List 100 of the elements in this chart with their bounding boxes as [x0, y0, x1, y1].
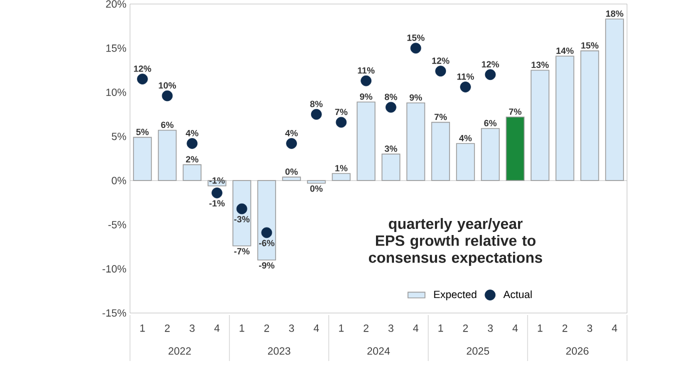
bar — [580, 50, 600, 181]
x-tick-label: 1 — [240, 324, 244, 332]
data-label: 13% — [532, 62, 549, 68]
data-label: 14% — [556, 48, 574, 54]
x-tick-label: 1 — [140, 324, 145, 332]
x-tick-label: 2 — [264, 324, 270, 332]
text: 2024 — [367, 347, 390, 355]
text: 2022 — [168, 347, 191, 355]
data-label: 8% — [384, 94, 398, 100]
x-tick-label: 2 — [164, 324, 170, 332]
x-tick-label: 1 — [438, 324, 444, 332]
x-tick-label: 3 — [488, 324, 493, 332]
point — [460, 82, 471, 92]
bar — [556, 56, 574, 181]
y-tick-label: -15% — [102, 309, 126, 317]
bar — [480, 128, 500, 181]
y-tick-label: 5% — [112, 132, 126, 140]
data-label: 0% — [310, 185, 323, 192]
x-tick-label: 1 — [538, 324, 542, 332]
point — [137, 74, 148, 84]
bar — [406, 102, 426, 181]
point — [286, 138, 297, 149]
x-tick-label: 4 — [413, 324, 418, 332]
point — [410, 42, 422, 54]
bar — [506, 116, 525, 181]
data-label: 4% — [285, 130, 298, 136]
legend-label: Expected — [434, 290, 476, 300]
data-label: 0% — [285, 168, 298, 175]
point — [435, 66, 446, 76]
y-tick-label: -10% — [102, 265, 126, 273]
data-label: -1% — [209, 200, 225, 206]
point — [310, 108, 322, 120]
bar — [158, 130, 177, 181]
data-label: 10% — [158, 82, 176, 89]
x-tick-label: 3 — [190, 324, 195, 332]
legend-label: Actual — [503, 290, 532, 298]
text: 2025 — [466, 347, 490, 355]
x-tick-label: 2 — [562, 324, 568, 332]
x-tick-label: 2 — [364, 324, 368, 332]
x-tick-label: 3 — [289, 324, 294, 332]
data-label: 7% — [335, 108, 348, 116]
data-label: 5% — [136, 128, 149, 136]
data-label: 11% — [457, 73, 474, 80]
bar — [182, 164, 202, 181]
bar — [133, 136, 152, 181]
point — [360, 75, 372, 86]
data-label: 4% — [459, 134, 472, 142]
y-tick-label: 10% — [106, 88, 126, 96]
point — [186, 138, 198, 149]
point — [336, 116, 347, 128]
x-tick-label: 3 — [587, 324, 592, 332]
x-tick-label: 4 — [314, 324, 319, 332]
data-label: 15% — [407, 34, 425, 41]
data-label: -1% — [209, 177, 225, 184]
point — [162, 90, 173, 102]
bar — [605, 18, 624, 181]
y-tick-label: 15% — [106, 44, 126, 52]
y-tick-label: -5% — [108, 221, 126, 228]
x-tick-label: 4 — [612, 324, 618, 332]
y-tick-label: 0% — [112, 176, 126, 184]
x-tick-label: 2 — [463, 324, 468, 332]
bar — [431, 122, 450, 181]
data-label: -9% — [259, 262, 274, 269]
bar — [232, 180, 252, 246]
data-label: -7% — [234, 248, 250, 254]
data-label: 8% — [310, 100, 323, 108]
data-label: 18% — [606, 10, 624, 17]
bar — [257, 180, 276, 260]
data-label: 1% — [335, 165, 348, 172]
data-label: 2% — [186, 156, 198, 162]
data-label: 6% — [484, 120, 497, 126]
bar — [382, 154, 400, 181]
data-label: 4% — [186, 130, 198, 136]
x-tick-label: 3 — [388, 324, 394, 332]
point — [386, 102, 396, 113]
data-label: 15% — [581, 42, 598, 49]
bar — [456, 143, 475, 181]
text: 2026 — [566, 347, 588, 355]
data-label: -6% — [259, 240, 274, 246]
text: quarterly year/year EPS growth relative to consensus expectations — [368, 218, 542, 266]
data-label: 9% — [360, 93, 372, 100]
data-label: 6% — [161, 122, 174, 128]
data-label: 12% — [134, 66, 152, 72]
y-tick-label: 20% — [106, 0, 126, 8]
point — [212, 188, 222, 198]
data-label: -3% — [234, 216, 250, 222]
data-label: 9% — [410, 94, 422, 101]
data-label: 11% — [358, 67, 375, 74]
x-tick-label: 4 — [214, 324, 220, 332]
data-label: 7% — [509, 108, 522, 115]
x-tick-label: 1 — [339, 324, 344, 332]
bar — [530, 70, 550, 181]
x-tick-label: 4 — [512, 324, 518, 332]
data-label: 12% — [482, 61, 500, 68]
bar — [356, 102, 376, 181]
point — [236, 203, 248, 214]
text: 2023 — [268, 347, 290, 355]
point — [261, 227, 272, 238]
data-label: 7% — [434, 114, 447, 120]
point — [484, 69, 496, 80]
